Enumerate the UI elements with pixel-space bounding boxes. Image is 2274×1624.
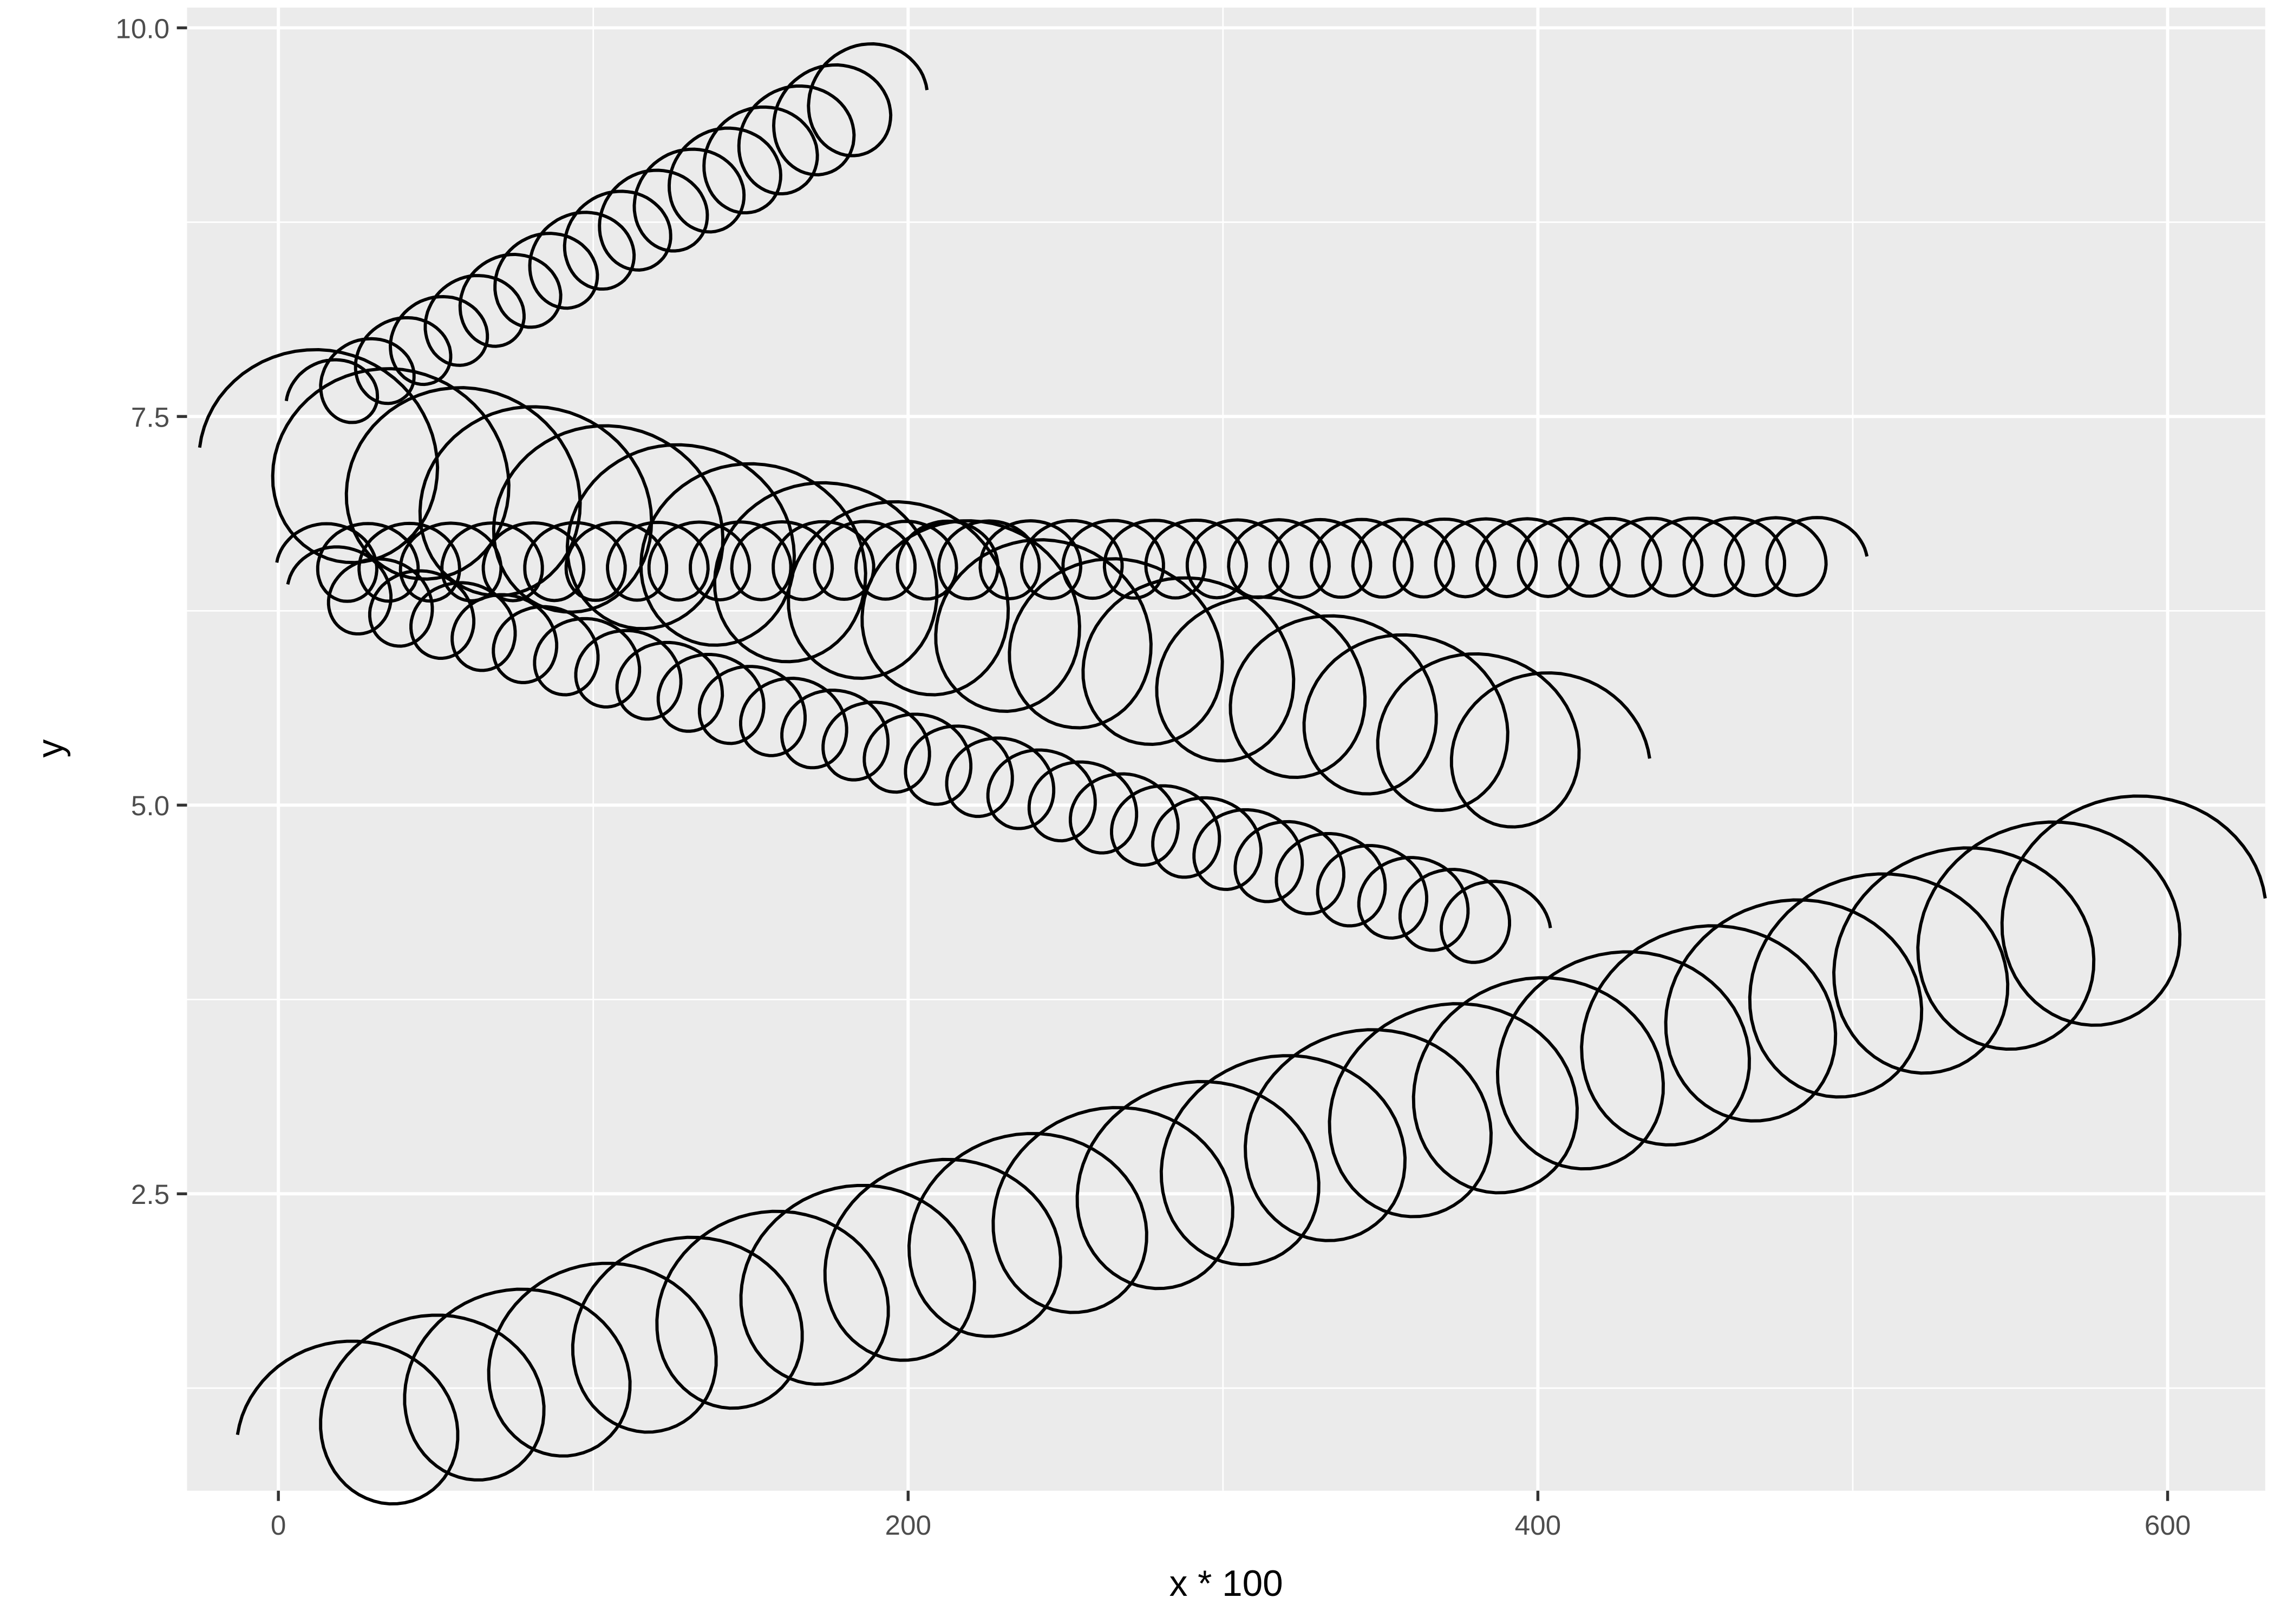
x-tick-label: 0 (271, 1510, 286, 1541)
y-tick-label: 2.5 (131, 1179, 169, 1210)
grid (187, 8, 2265, 1491)
series-group (198, 42, 2267, 1506)
series-path-2 (284, 42, 929, 424)
x-tick-label: 400 (1515, 1510, 1561, 1541)
y-tick-label: 7.5 (131, 402, 169, 433)
x-tick-label: 200 (885, 1510, 932, 1541)
series-path-1 (236, 794, 2267, 1506)
plot-panel (187, 8, 2265, 1491)
y-axis-title: y (30, 739, 71, 757)
x-axis-title: x * 100 (1169, 1563, 1283, 1604)
series-path-3 (198, 348, 1651, 829)
y-tick-label: 10.0 (115, 13, 169, 44)
axes: 0 200 400 600 2.5 5.0 7.5 10.0 (115, 13, 2191, 1540)
x-tick-label: 600 (2145, 1510, 2191, 1541)
y-tick-label: 5.0 (131, 790, 169, 821)
series-path-4 (286, 545, 1552, 964)
series-path-5 (275, 516, 1869, 603)
